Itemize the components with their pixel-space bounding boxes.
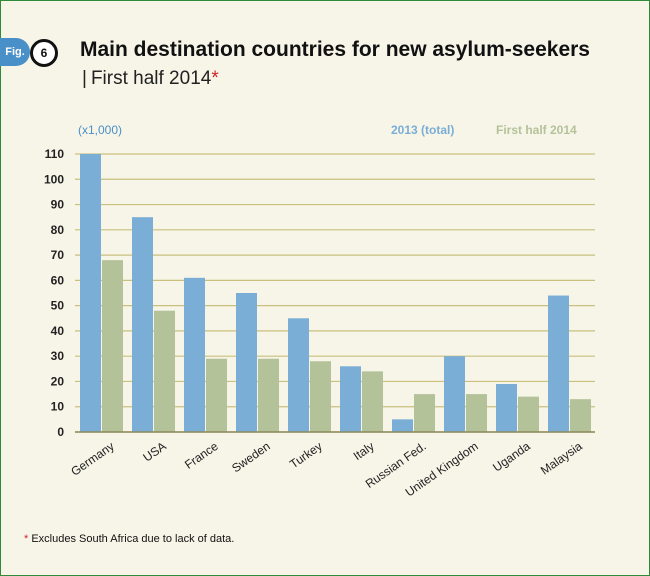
bar-2013 bbox=[80, 154, 101, 432]
bar-2013 bbox=[288, 318, 309, 432]
legend-entry: 2013 (total) bbox=[391, 123, 454, 137]
figure-number: 6 bbox=[30, 39, 58, 67]
x-category-label: Turkey bbox=[287, 439, 325, 471]
bar-2013 bbox=[132, 217, 153, 432]
bar-2014-h1 bbox=[258, 358, 279, 432]
bar-2013 bbox=[184, 277, 205, 432]
y-tick-label: 30 bbox=[51, 349, 65, 363]
bar-2014-h1 bbox=[570, 399, 591, 432]
bar-2013 bbox=[392, 419, 413, 432]
chart-title: Main destination countries for new asylu… bbox=[80, 38, 590, 61]
x-category-label: Malaysia bbox=[538, 439, 585, 478]
y-tick-label: 90 bbox=[51, 198, 65, 212]
y-unit-label: (x1,000) bbox=[78, 123, 122, 137]
x-category-label: USA bbox=[140, 439, 168, 465]
bar-2013 bbox=[496, 383, 517, 432]
bar-2014-h1 bbox=[518, 396, 539, 432]
y-tick-label: 50 bbox=[51, 299, 65, 313]
y-tick-label: 40 bbox=[51, 324, 65, 338]
y-tick-label: 100 bbox=[44, 172, 64, 186]
y-tick-label: 80 bbox=[51, 223, 65, 237]
x-category-label: France bbox=[182, 439, 221, 472]
chart-subtitle-line: | First half 2014* bbox=[82, 68, 219, 90]
subtitle-separator: | bbox=[82, 68, 87, 89]
figure-label: Fig. bbox=[5, 46, 25, 58]
y-tick-label: 10 bbox=[51, 400, 65, 414]
bar-2014-h1 bbox=[206, 358, 227, 432]
y-tick-label: 70 bbox=[51, 248, 65, 262]
y-tick-label: 0 bbox=[57, 425, 64, 439]
bar-2013 bbox=[236, 293, 257, 432]
subtitle-footnote-marker: * bbox=[211, 68, 219, 89]
y-tick-label: 20 bbox=[51, 374, 65, 388]
footnote-marker: * bbox=[24, 533, 29, 545]
chart-subtitle: First half 2014 bbox=[90, 68, 212, 89]
bar-2014-h1 bbox=[154, 310, 175, 432]
x-category-label: Germany bbox=[68, 439, 116, 479]
x-category-label: Sweden bbox=[229, 439, 273, 475]
figure-label-badge: Fig. bbox=[0, 38, 30, 66]
footnote-text: Excludes South Africa due to lack of dat… bbox=[31, 533, 235, 545]
bar-2014-h1 bbox=[310, 361, 331, 432]
y-tick-label: 60 bbox=[51, 273, 65, 287]
bar-2014-h1 bbox=[102, 260, 123, 432]
footnote: * Excludes South Africa due to lack of d… bbox=[24, 533, 234, 545]
bar-chart: 0 10 20 30 40 50 60 70 80 90 100 110 (x1,000) 2013 (t… bbox=[44, 123, 595, 499]
bar-2013 bbox=[548, 295, 569, 432]
bar-2014-h1 bbox=[414, 394, 435, 432]
x-category-label: Italy bbox=[351, 439, 377, 463]
x-category-label: Uganda bbox=[490, 439, 533, 475]
legend-entry: First half 2014 bbox=[496, 123, 577, 137]
bar-2013 bbox=[340, 366, 361, 432]
bar-2013 bbox=[444, 356, 465, 432]
bar-2014-h1 bbox=[362, 371, 383, 432]
bar-2014-h1 bbox=[466, 394, 487, 432]
y-tick-label: 110 bbox=[45, 147, 65, 161]
